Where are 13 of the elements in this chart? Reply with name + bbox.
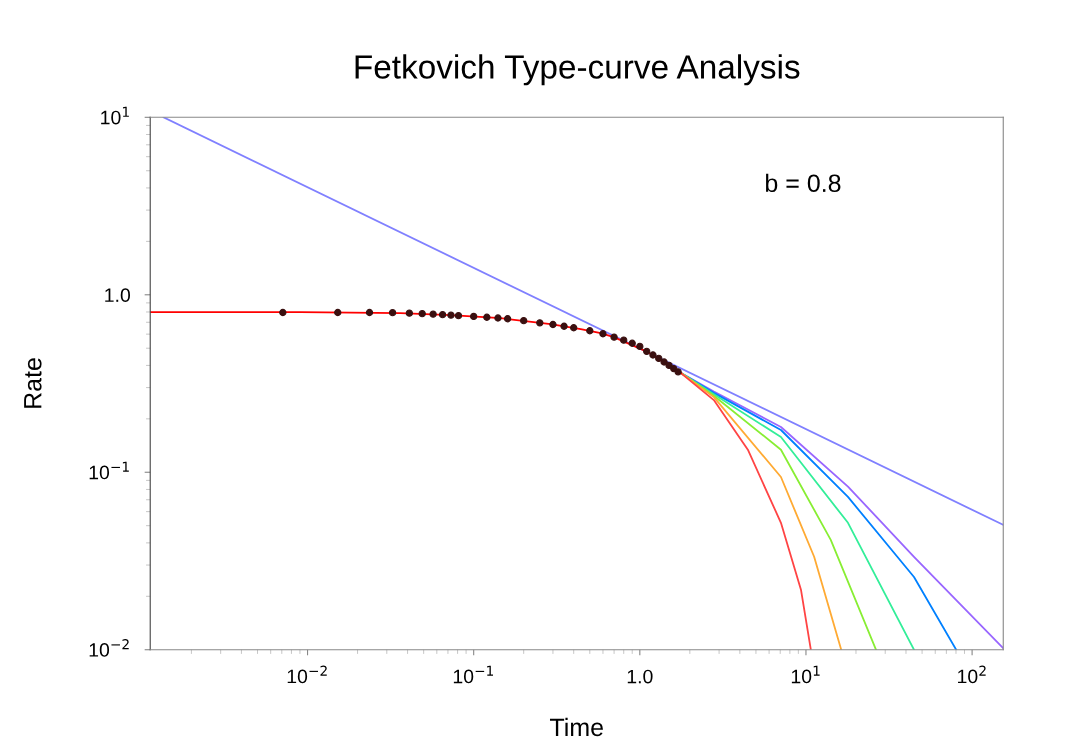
x-tick-label: 10$^{2}$ [958, 665, 986, 684]
x-tick-label: 10$^{1}$ [791, 665, 820, 684]
y-axis-title: Rate [24, 358, 42, 408]
y-tick-label: 1.0 [105, 288, 131, 303]
y-tick-label: 10$^{−1}$ [89, 461, 129, 480]
y-tick-label: 10$^{1}$ [101, 106, 129, 125]
x-tick-label: 10$^{−1}$ [453, 665, 494, 684]
x-tick-label: 10$^{−2}$ [287, 665, 327, 684]
y-tick-label: 10$^{−2}$ [89, 639, 129, 657]
chart-title: Fetkovich Type-curve Analysis [355, 54, 800, 86]
x-tick-label: 1.0 [627, 669, 653, 684]
annotation: b = 0.8 [766, 173, 841, 193]
x-axis-title: Time [549, 717, 603, 737]
